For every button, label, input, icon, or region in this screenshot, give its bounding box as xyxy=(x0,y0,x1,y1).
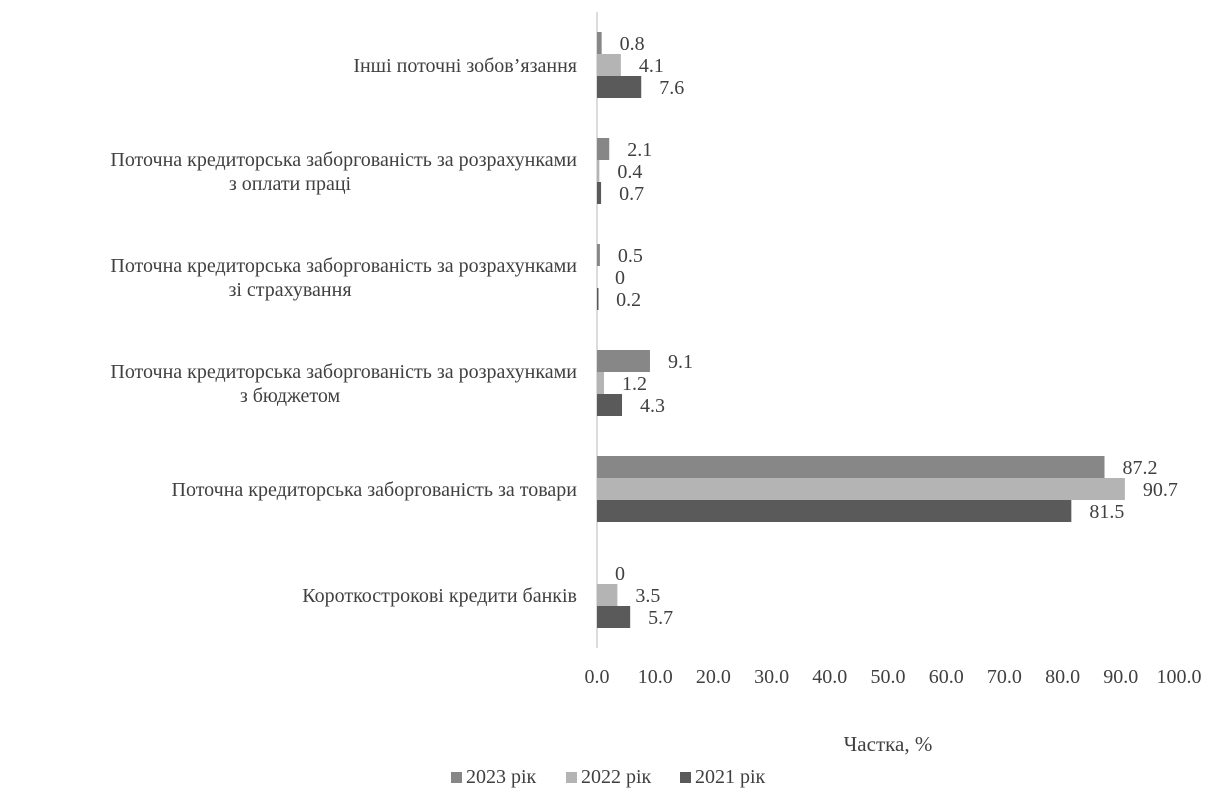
bar-2022-рік xyxy=(597,54,621,76)
x-tick-label: 90.0 xyxy=(1103,666,1138,688)
category-label: зі страхування xyxy=(228,279,351,301)
data-label: 3.5 xyxy=(635,585,660,607)
category-label: з оплати праці xyxy=(229,173,352,195)
data-label: 0.2 xyxy=(616,289,641,311)
legend-swatch-2 xyxy=(566,772,577,783)
plot-area: Інші поточні зобов’язання 0.84.17.6 Поточн… xyxy=(110,12,1178,648)
bar-2023-рік xyxy=(597,138,610,160)
data-label: 0 xyxy=(615,563,625,585)
data-label: 9.1 xyxy=(668,351,693,373)
bar-2021-рік xyxy=(597,500,1072,522)
data-label: 87.2 xyxy=(1123,457,1158,479)
data-label: 7.6 xyxy=(659,77,684,99)
x-axis-title: Частка, % xyxy=(844,732,933,756)
x-tick-label: 60.0 xyxy=(929,666,964,688)
data-label: 5.7 xyxy=(648,607,673,629)
legend-swatch-1 xyxy=(451,772,462,783)
x-tick-label: 50.0 xyxy=(871,666,906,688)
data-label: 0.5 xyxy=(618,245,643,267)
data-label: 81.5 xyxy=(1089,501,1124,523)
category-label: Короткострокові кредити банків xyxy=(302,585,577,607)
data-label: 0.8 xyxy=(620,33,645,55)
bar-2023-рік xyxy=(597,32,602,54)
legend: 2023 рік 2022 рік 2021 рік xyxy=(451,766,766,788)
bar-2022-рік xyxy=(597,584,618,606)
bar-2021-рік xyxy=(597,394,623,416)
bar-2021-рік xyxy=(597,288,599,310)
x-tick-label: 40.0 xyxy=(812,666,847,688)
x-tick-label: 0.0 xyxy=(585,666,610,688)
bar-2021-рік xyxy=(597,76,642,98)
legend-label: 2023 рік xyxy=(466,766,537,788)
bar-2023-рік xyxy=(597,350,650,372)
x-tick-label: 100.0 xyxy=(1157,666,1202,688)
bar-2023-рік xyxy=(597,244,600,266)
x-axis: 0.0 10.0 20.0 30.0 40.0 50.0 60.0 70.0 80.0 90.0 1… xyxy=(585,666,1202,688)
category-label: Інші поточні зобов’язання xyxy=(353,55,577,77)
bar-2021-рік xyxy=(597,606,631,628)
data-label: 0 xyxy=(615,267,625,289)
data-label: 4.1 xyxy=(639,55,664,77)
legend-swatch-3 xyxy=(680,772,691,783)
x-tick-label: 80.0 xyxy=(1045,666,1080,688)
data-label: 0.4 xyxy=(617,161,642,183)
data-label: 90.7 xyxy=(1143,479,1178,501)
category-label: Поточна кредиторська заборгованість за р… xyxy=(110,149,577,171)
x-tick-label: 10.0 xyxy=(638,666,673,688)
bar-2021-рік xyxy=(597,182,602,204)
data-label: 4.3 xyxy=(640,395,665,417)
x-tick-label: 70.0 xyxy=(987,666,1022,688)
category-label: Поточна кредиторська заборгованість за р… xyxy=(110,361,577,383)
category-label: з бюджетом xyxy=(240,385,341,407)
bar-2022-рік xyxy=(597,478,1125,500)
bar-2023-рік xyxy=(597,456,1105,478)
x-tick-label: 30.0 xyxy=(754,666,789,688)
bar-2022-рік xyxy=(597,160,600,182)
category-label: Поточна кредиторська заборгованість за т… xyxy=(172,479,578,501)
x-tick-label: 20.0 xyxy=(696,666,731,688)
bar-2022-рік xyxy=(597,372,604,394)
data-label: 2.1 xyxy=(627,139,652,161)
legend-label: 2022 рік xyxy=(581,766,652,788)
data-label: 0.7 xyxy=(619,183,644,205)
category-label: Поточна кредиторська заборгованість за р… xyxy=(110,255,577,277)
data-label: 1.2 xyxy=(622,373,647,395)
legend-label: 2021 рік xyxy=(695,766,766,788)
